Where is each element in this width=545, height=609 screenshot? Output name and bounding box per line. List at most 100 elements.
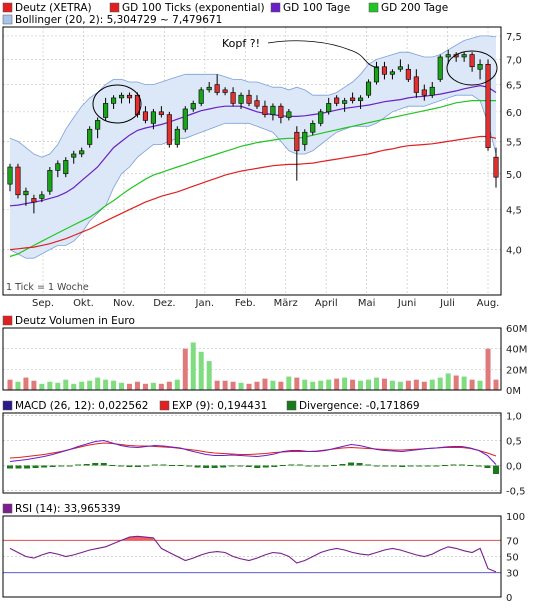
macd-divergence-bar (126, 465, 133, 467)
volume-bar (342, 377, 348, 390)
volume-panel-frame (2, 327, 502, 391)
volume-y-tick-label: 60M (506, 324, 527, 335)
macd-divergence-bar (24, 465, 31, 469)
volume-bar (79, 381, 85, 390)
gd100-tage-line (9, 84, 497, 207)
macd-grid (3, 415, 501, 491)
volume-grid (3, 327, 501, 391)
volume-y-tick-label: 0M (506, 386, 521, 397)
macd-divergence-bar (194, 465, 201, 468)
candle-up (270, 105, 276, 115)
annotation-circle-right (446, 50, 498, 86)
volume-bar (47, 381, 53, 390)
candle-down (469, 54, 475, 68)
volume-bar (222, 380, 228, 390)
candle-up (310, 123, 316, 133)
legend-label-volume: Deutz Volumen in Euro (15, 315, 135, 327)
volume-bar (158, 383, 164, 390)
candle-down (166, 114, 172, 145)
volume-bar (413, 379, 419, 390)
candle-up (397, 66, 403, 70)
candle-up (445, 54, 451, 58)
legend-swatch-bollinger (2, 14, 13, 25)
macd-divergence-bar (493, 465, 499, 474)
macd-divergence-bar (271, 465, 278, 467)
candle-up (342, 100, 348, 104)
volume-bar (334, 378, 340, 390)
candle-up (198, 89, 204, 104)
candle-down (485, 63, 491, 148)
price-x-tick-label: Nov. (113, 298, 135, 309)
volume-bar (174, 379, 180, 390)
candle-down (158, 111, 164, 115)
macd-divergence-bar (134, 465, 141, 467)
macd-divergence-bar (245, 465, 252, 467)
candle-up (477, 63, 483, 70)
macd-divergence-bar (254, 465, 261, 468)
candle-down (31, 198, 37, 203)
volume-bar (278, 381, 284, 390)
price-y-tick-label: 4,5 (506, 206, 522, 217)
rsi-grid (3, 539, 501, 574)
candle-down (254, 100, 260, 107)
price-y-tick-label: 7,0 (506, 55, 522, 66)
volume-bars (7, 342, 499, 390)
macd-divergence-bar (169, 465, 175, 466)
volume-bar (95, 377, 101, 390)
candle-up (95, 120, 101, 130)
macd-divergence-bar (475, 465, 482, 467)
volume-bar (238, 382, 244, 390)
legend-swatch-gd100-ticks (109, 2, 120, 13)
volume-bar (445, 373, 451, 390)
volume-bar (15, 381, 21, 390)
gd100-ticks-line (9, 135, 497, 251)
volume-bar (358, 380, 364, 390)
price-y-tick-label: 6,0 (506, 108, 522, 119)
macd-divergence-bar (296, 464, 303, 466)
macd-divergence-bar (322, 465, 329, 467)
volume-bar (453, 375, 459, 390)
price-x-tick-label: Okt. (73, 298, 94, 309)
price-x-axis: Sep. Okt. Nov. Dez. Jan. Feb. März April Mai Juni… (32, 298, 499, 309)
macd-divergence-bar (331, 465, 337, 466)
macd-lines (9, 439, 497, 465)
candle-down (350, 97, 356, 101)
bollinger-band (9, 35, 497, 259)
rsi-panel-frame (2, 515, 502, 598)
macd-divergence-bar (15, 465, 22, 469)
candle-down (126, 94, 133, 99)
price-y-tick-label: 5,0 (506, 170, 522, 181)
candle-up (79, 150, 85, 155)
volume-bar (366, 379, 372, 390)
legend-label-gd200-tage: GD 200 Tage (381, 2, 448, 14)
candle-up (87, 128, 93, 145)
volume-bar (485, 348, 491, 390)
price-y-tick-label: 6,5 (506, 81, 522, 92)
candle-down (334, 97, 340, 104)
volume-bar (350, 379, 356, 390)
volume-bar (111, 380, 117, 390)
price-x-tick-label: Jan. (195, 298, 215, 309)
volume-bar (150, 382, 156, 390)
price-x-tick-label: Juli (439, 298, 455, 309)
volume-bar (206, 361, 212, 390)
macd-divergence-bar (382, 465, 389, 467)
macd-panel-frame (2, 412, 502, 494)
macd-divergence-bar (450, 464, 457, 466)
annotation-circle-left (92, 84, 142, 124)
volume-legend: Deutz Volumen in Euro (2, 315, 135, 327)
volume-bar (254, 381, 260, 390)
rsi-y-tick-label: 70 (506, 536, 519, 547)
volume-bar (103, 379, 109, 390)
volume-bar (429, 379, 435, 390)
volume-bar (437, 377, 443, 390)
volume-bar (373, 377, 379, 390)
volume-y-axis: 0M 20M 40M 60M (506, 324, 527, 397)
legend-swatch-deutz (2, 2, 13, 13)
volume-bar (190, 342, 196, 390)
price-panel-frame (2, 26, 502, 296)
candle-down (214, 84, 220, 93)
legend-swatch-exp (159, 400, 170, 411)
legend-label-deutz: Deutz (XETRA) (15, 2, 92, 14)
volume-bar (294, 377, 300, 390)
